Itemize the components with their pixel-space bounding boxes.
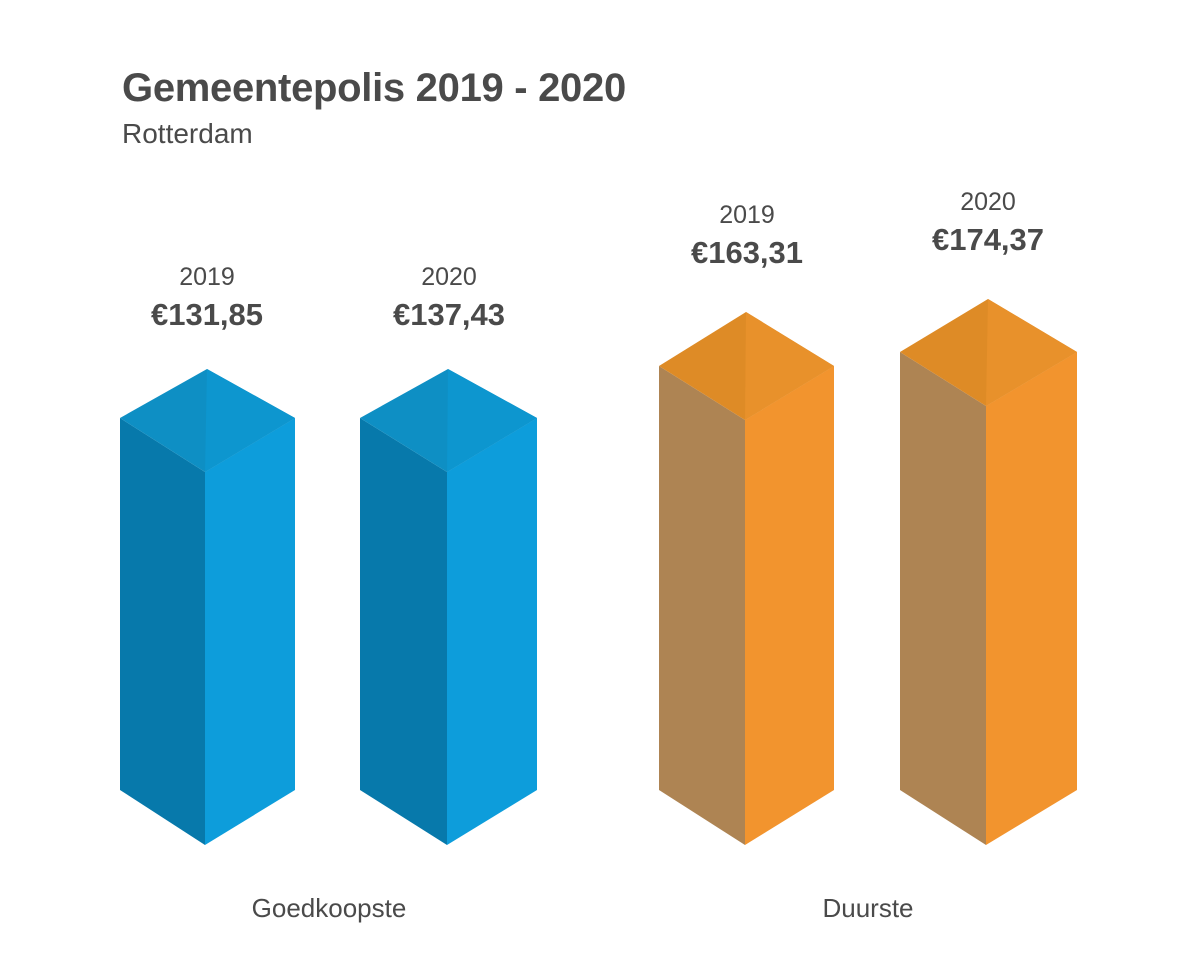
bar-right-face xyxy=(447,418,537,845)
bar-left-face xyxy=(900,352,986,845)
category-label-text: Goedkoopste xyxy=(251,893,407,923)
bar-right-face xyxy=(205,418,295,845)
category-label-duurste: Duurste xyxy=(758,893,978,924)
bar-left-face xyxy=(659,366,745,845)
bar-goedkoopste-2020[interactable] xyxy=(360,369,537,845)
bar-duurste-2019[interactable] xyxy=(659,312,834,845)
chart-heading: Gemeentepolis 2019 - 2020 Rotterdam xyxy=(122,66,1022,150)
bar-right-face xyxy=(986,352,1077,845)
bar-left-face xyxy=(120,418,205,845)
bar-right-face xyxy=(745,366,834,845)
bar-top-face-right xyxy=(205,369,295,472)
bar-top-face-right xyxy=(986,299,1077,406)
bar-top-face-right xyxy=(745,312,834,420)
bar-duurste-2020[interactable] xyxy=(900,299,1077,845)
bar-left-face xyxy=(360,418,447,845)
category-label-text: Duurste xyxy=(822,893,914,923)
bar-top-face-right xyxy=(447,369,537,472)
chart-subtitle: Rotterdam xyxy=(122,117,253,149)
bar-goedkoopste-2019[interactable] xyxy=(120,369,295,845)
chart-title: Gemeentepolis 2019 - 2020 xyxy=(122,66,626,110)
category-label-goedkoopste: Goedkoopste xyxy=(219,893,439,924)
